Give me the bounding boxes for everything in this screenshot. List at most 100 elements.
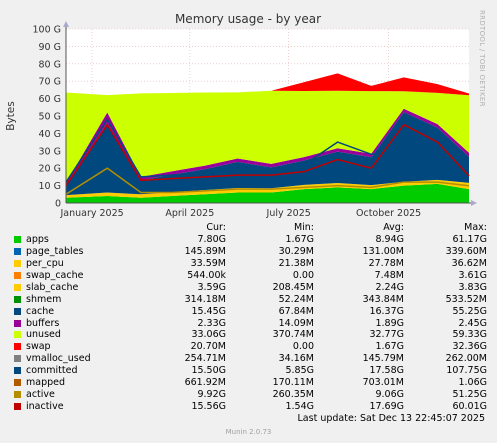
legend-min: 5.85G xyxy=(285,365,314,377)
y-tick-label: 30 G xyxy=(39,146,61,157)
legend-row-mapped: mapped 661.92M 170.11M 703.01M 1.06G xyxy=(14,377,494,389)
x-tick-label: July 2025 xyxy=(266,208,311,219)
legend-max: 533.52M xyxy=(445,293,487,305)
legend-min: 208.45M xyxy=(272,281,314,293)
munin-version: Munin 2.0.73 xyxy=(225,428,272,436)
legend-min: 1.54G xyxy=(285,400,314,412)
y-tick-label: 0 xyxy=(55,199,61,210)
y-tick-label: 10 G xyxy=(39,181,61,192)
legend-swatch xyxy=(14,331,21,339)
y-axis-label: Bytes xyxy=(5,101,17,130)
x-tick-labels: January 2025 April 2025 July 2025 October 2… xyxy=(59,208,421,219)
legend-name: unused xyxy=(26,329,61,341)
y-axis-arrow xyxy=(63,21,69,27)
legend-header-avg: Avg: xyxy=(383,222,404,234)
legend-max: 32.36G xyxy=(452,341,487,353)
legend-row-per-cpu: per_cpu 33.59M 21.38M 27.78M 36.62M xyxy=(14,258,494,270)
legend-avg: 343.84M xyxy=(362,293,404,305)
legend-name: shmem xyxy=(26,293,62,305)
legend-name: mapped xyxy=(26,377,66,389)
legend-max: 61.17G xyxy=(452,234,487,246)
legend-avg: 7.48M xyxy=(374,270,404,281)
y-tick-label: 90 G xyxy=(39,42,61,53)
line-active xyxy=(65,167,470,195)
legend-name: active xyxy=(26,388,55,400)
legend-name: swap xyxy=(26,341,51,353)
line-committed xyxy=(65,118,470,183)
legend-swatch xyxy=(14,236,21,244)
legend-cur: 15.45G xyxy=(191,305,226,317)
legend-max: 339.60M xyxy=(445,246,487,258)
y-tick-label: 50 G xyxy=(39,112,61,123)
legend-name: vmalloc_used xyxy=(26,353,91,365)
legend-header-min: Min: xyxy=(293,222,314,234)
legend-row-buffers: buffers 2.33G 14.09M 1.89G 2.45G xyxy=(14,317,494,329)
legend-cur: 145.89M xyxy=(184,246,226,258)
legend-cur: 661.92M xyxy=(184,377,226,389)
y-tick-label: 20 G xyxy=(39,164,61,175)
legend: Cur: Min: Avg: Max: apps 7.80G 1.67G 8.94G 6… xyxy=(14,222,494,412)
legend-min: 0.00 xyxy=(292,341,314,353)
legend-row-cache: cache 15.45G 67.84M 16.37G 55.25G xyxy=(14,305,494,317)
area-unused xyxy=(66,90,469,183)
legend-min: 14.09M xyxy=(278,317,314,329)
legend-row-unused: unused 33.06G 370.74M 32.77G 59.33G xyxy=(14,329,494,341)
legend-avg: 17.69G xyxy=(369,400,404,412)
legend-cur: 15.56G xyxy=(191,400,226,412)
legend-max: 262.00M xyxy=(445,353,487,365)
legend-cur: 20.70M xyxy=(190,341,226,353)
legend-min: 30.29M xyxy=(278,246,314,258)
legend-min: 1.67G xyxy=(285,234,314,246)
rrdtool-credit: RRDTOOL / TOBI OETIKER xyxy=(478,10,486,107)
legend-avg: 145.79M xyxy=(362,353,404,365)
x-tick-label: October 2025 xyxy=(356,208,421,219)
y-tick-labels: 0 10 G 20 G 30 G 40 G 50 G 60 G 70 G 80 G 90 G 100… xyxy=(32,25,61,210)
legend-cur: 314.18M xyxy=(184,293,226,305)
legend-max: 3.61G xyxy=(458,270,487,281)
legend-cur: 544.00k xyxy=(187,270,226,281)
legend-avg: 131.00M xyxy=(362,246,404,258)
legend-swatch xyxy=(14,272,21,279)
legend-cur: 3.59G xyxy=(197,281,226,293)
y-tick-label: 100 G xyxy=(32,25,61,36)
y-tick-label: 70 G xyxy=(39,77,61,88)
legend-swatch xyxy=(14,343,21,351)
legend-cur: 7.80G xyxy=(197,234,226,246)
legend-max: 55.25G xyxy=(452,305,487,317)
legend-min: 260.35M xyxy=(272,388,314,400)
area-buffers xyxy=(66,108,469,185)
legend-avg: 27.78M xyxy=(368,258,404,270)
legend-swatch xyxy=(14,248,21,256)
legend-name: cache xyxy=(26,305,55,317)
legend-row-active: active 9.92G 260.35M 9.06G 51.25G xyxy=(14,388,494,400)
legend-max: 2.45G xyxy=(458,317,487,329)
legend-min: 170.11M xyxy=(272,377,314,389)
legend-avg: 1.67G xyxy=(375,341,404,353)
legend-swatch xyxy=(14,260,21,268)
legend-name: swap_cache xyxy=(26,270,84,281)
legend-name: committed xyxy=(26,365,78,377)
legend-name: apps xyxy=(26,234,49,246)
legend-cur: 33.06G xyxy=(191,329,226,341)
legend-row-inactive: inactive 15.56G 1.54G 17.69G 60.01G xyxy=(14,400,494,412)
legend-row-page-tables: page_tables 145.89M 30.29M 131.00M 339.60M xyxy=(14,246,494,258)
legend-max: 36.62M xyxy=(451,258,487,270)
legend-max: 59.33G xyxy=(452,329,487,341)
legend-cur: 33.59M xyxy=(190,258,226,270)
area-apps xyxy=(66,183,469,203)
legend-header: Cur: Min: Avg: Max: xyxy=(14,222,494,234)
legend-min: 0.00 xyxy=(292,270,314,281)
legend-header-max: Max: xyxy=(464,222,487,234)
legend-min: 52.24M xyxy=(278,293,314,305)
legend-swatch xyxy=(14,390,21,398)
area-cache xyxy=(66,112,469,196)
legend-swatch xyxy=(14,283,21,291)
legend-header-cur: Cur: xyxy=(206,222,226,234)
legend-swatch xyxy=(14,319,21,327)
legend-max: 1.06G xyxy=(458,377,487,389)
legend-max: 107.75G xyxy=(446,365,487,377)
legend-cur: 9.92G xyxy=(197,388,226,400)
legend-cur: 15.50G xyxy=(191,365,226,377)
y-tick-label: 60 G xyxy=(39,94,61,105)
x-tick-label: January 2025 xyxy=(59,208,123,219)
